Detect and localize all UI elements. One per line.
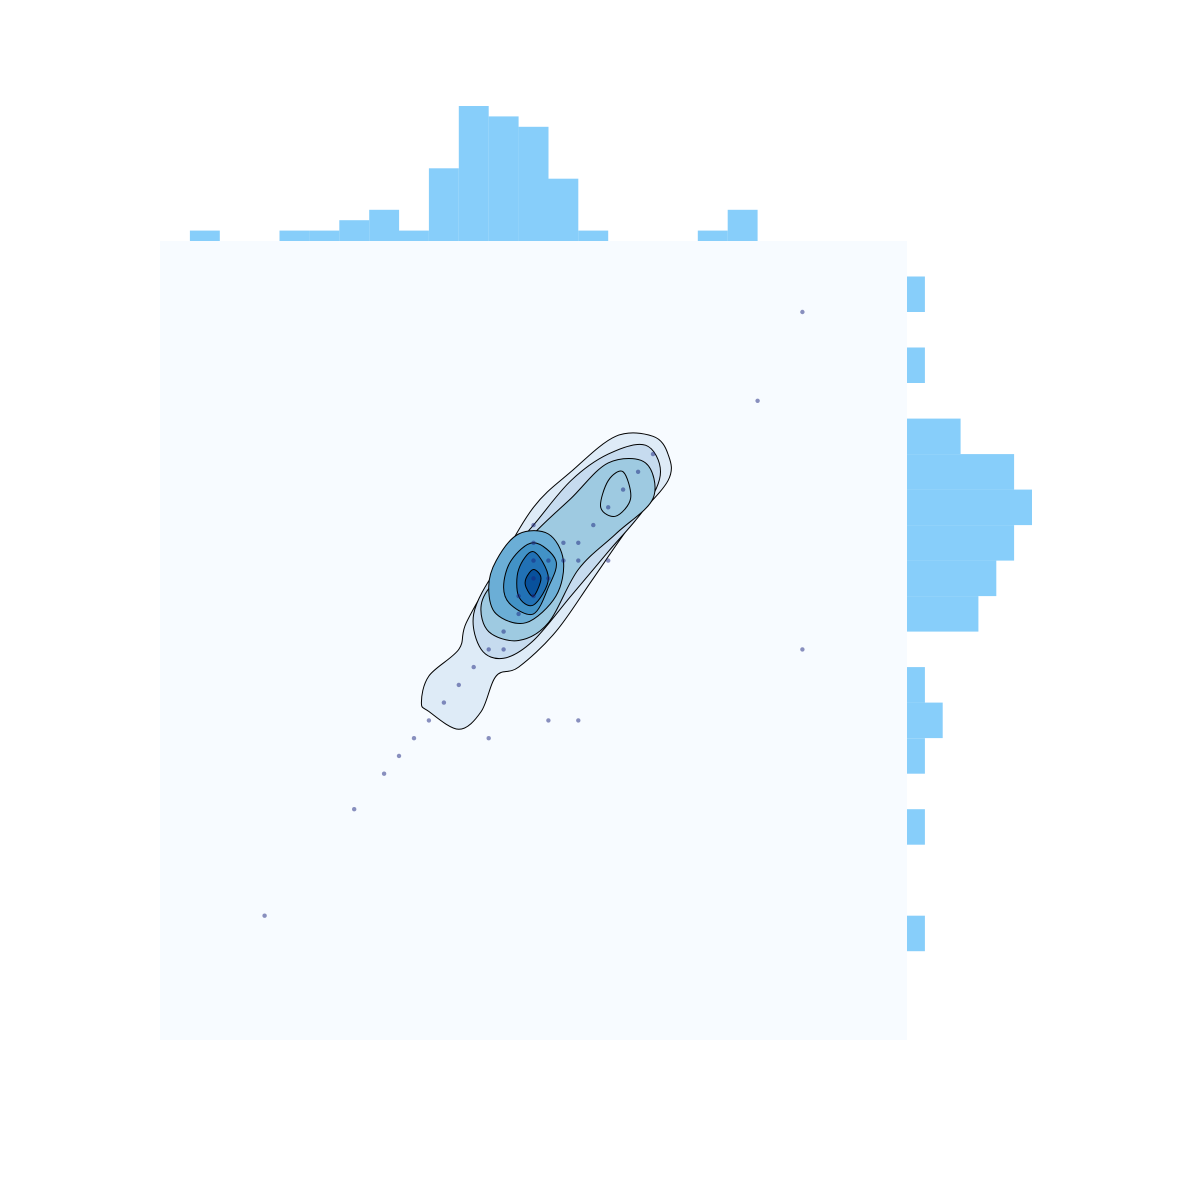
scatter-point (800, 309, 805, 315)
y-hist-bar (907, 525, 1015, 561)
y-hist-bar (907, 738, 925, 774)
scatter-point (381, 771, 387, 776)
scatter-point (755, 398, 760, 403)
scatter-point (576, 558, 581, 563)
y-hist-bar (907, 454, 1015, 490)
scatter-point (546, 558, 551, 563)
x-hist-bar (488, 116, 519, 241)
x-hist-bar (309, 230, 340, 241)
scatter-point (606, 558, 611, 563)
x-hist-bar (727, 209, 758, 241)
scatter-point (531, 540, 536, 545)
scatter-point (531, 522, 536, 528)
x-hist-bar (428, 168, 459, 241)
x-hist-bar (339, 220, 370, 241)
y-hist-bar (907, 489, 1032, 526)
scatter-point (561, 558, 566, 563)
scatter-point (576, 718, 581, 723)
scatter-point (591, 522, 596, 528)
y-marginal-histogram (907, 276, 1032, 952)
scatter-point (635, 469, 641, 474)
x-hist-bar (399, 230, 429, 241)
x-hist-bar (548, 178, 579, 241)
x-hist-bar (279, 230, 310, 241)
scatter-point (262, 913, 267, 918)
scatter-point (516, 611, 521, 617)
scatter-point (620, 487, 626, 492)
x-hist-bar (369, 209, 400, 241)
scatter-point (546, 576, 551, 581)
x-hist-bar (189, 230, 220, 241)
scatter-point (561, 540, 566, 545)
scatter-points (262, 309, 805, 918)
scatter-point (411, 736, 417, 741)
y-hist-bar (907, 560, 997, 597)
x-hist-bar (458, 106, 489, 241)
scatter-point (650, 451, 656, 457)
scatter-point (456, 682, 461, 688)
y-hist-bar (907, 667, 925, 703)
scatter-point (396, 753, 402, 759)
y-hist-bar (907, 347, 925, 383)
x-hist-bar (518, 126, 549, 241)
scatter-point (546, 718, 551, 723)
scatter-point (471, 664, 476, 670)
scatter-point (606, 505, 611, 510)
y-hist-bar (907, 702, 943, 739)
y-hist-bar (907, 915, 925, 952)
scatter-point (501, 647, 506, 652)
scatter-point (501, 629, 506, 634)
scatter-point (531, 558, 536, 563)
x-hist-bar (697, 230, 728, 241)
y-hist-bar (907, 418, 961, 455)
scatter-point (531, 593, 536, 599)
scatter-point (800, 647, 805, 652)
scatter-point (426, 718, 432, 723)
x-marginal-histogram (189, 106, 758, 241)
scatter-point (441, 700, 447, 705)
y-hist-bar (907, 809, 925, 845)
scatter-point (576, 540, 581, 545)
scatter-point (486, 647, 491, 652)
y-hist-bar (907, 276, 925, 312)
x-hist-bar (578, 230, 609, 241)
y-hist-bar (907, 596, 979, 632)
scatter-point (516, 593, 521, 599)
scatter-point (352, 807, 357, 812)
scatter-point (486, 736, 491, 741)
scatter-point (531, 576, 536, 581)
